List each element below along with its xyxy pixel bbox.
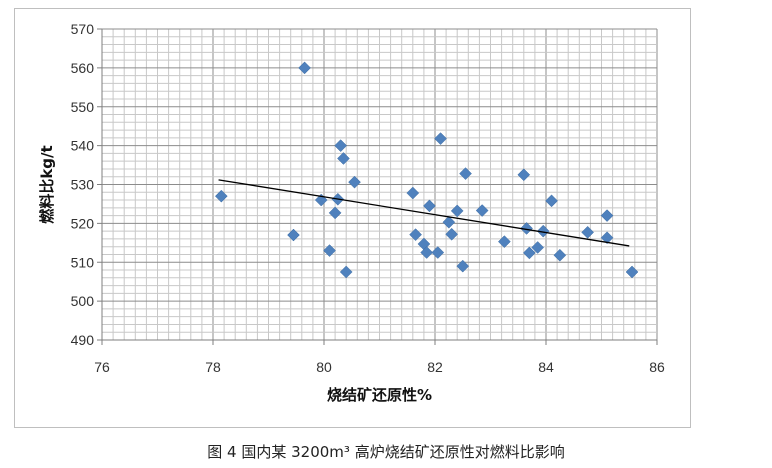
data-point bbox=[442, 215, 456, 229]
data-point bbox=[323, 244, 336, 257]
y-tick-label: 510 bbox=[71, 254, 95, 270]
data-point bbox=[545, 194, 558, 208]
y-tick-labels: 490 500 510 520 530 540 550 560 570 bbox=[71, 21, 95, 348]
x-tick-label: 76 bbox=[94, 359, 110, 375]
data-point bbox=[498, 235, 511, 248]
y-tick-label: 520 bbox=[71, 215, 95, 231]
x-tick-labels: 76 78 80 82 84 86 bbox=[94, 359, 665, 375]
data-point bbox=[298, 61, 311, 75]
x-tick-label: 82 bbox=[427, 359, 443, 375]
data-point bbox=[536, 224, 550, 238]
data-point bbox=[214, 189, 228, 203]
data-point bbox=[553, 248, 567, 262]
y-tick-label: 530 bbox=[71, 177, 95, 193]
data-point bbox=[517, 168, 531, 182]
data-point bbox=[581, 225, 594, 239]
figure-caption: 图 4 国内某 3200m³ 高炉烧结矿还原性对燃料比影响 bbox=[207, 443, 565, 461]
data-point bbox=[600, 231, 614, 245]
x-axis-title: 烧结矿还原性% bbox=[327, 386, 432, 404]
data-point bbox=[445, 227, 459, 241]
data-point bbox=[456, 259, 470, 273]
data-point bbox=[475, 204, 489, 217]
data-point bbox=[531, 241, 545, 254]
x-tick-label: 86 bbox=[649, 359, 665, 375]
data-point bbox=[520, 222, 533, 235]
data-point bbox=[423, 199, 436, 213]
data-point bbox=[459, 167, 472, 180]
grid-lines bbox=[97, 28, 658, 345]
x-tick-label: 78 bbox=[205, 359, 221, 375]
y-tick-label: 500 bbox=[71, 293, 95, 309]
data-point bbox=[406, 186, 420, 200]
trendline bbox=[218, 179, 630, 247]
data-point bbox=[625, 265, 639, 279]
y-tick-label: 540 bbox=[71, 138, 95, 154]
data-point bbox=[409, 228, 422, 242]
data-point bbox=[434, 132, 447, 145]
data-point bbox=[334, 139, 348, 152]
data-point bbox=[339, 265, 353, 279]
scatter-chart: 76 78 80 82 84 86 490 500 510 520 530 540 550 560 570… bbox=[38, 21, 665, 404]
y-tick-label: 560 bbox=[71, 60, 95, 76]
y-tick-label: 550 bbox=[71, 99, 95, 115]
data-points bbox=[214, 61, 639, 279]
data-point bbox=[287, 228, 300, 242]
data-point bbox=[328, 206, 342, 220]
x-tick-label: 84 bbox=[538, 359, 554, 375]
chart-frame bbox=[14, 8, 691, 428]
data-point bbox=[348, 175, 361, 189]
data-point bbox=[450, 204, 464, 218]
x-tick-label: 80 bbox=[316, 359, 332, 375]
data-point bbox=[420, 246, 434, 259]
data-point bbox=[431, 246, 445, 259]
y-axis-title: 燃料比kg/t bbox=[38, 145, 56, 223]
y-tick-label: 490 bbox=[71, 332, 95, 348]
data-point bbox=[600, 209, 614, 222]
data-point bbox=[337, 152, 350, 165]
y-tick-label: 570 bbox=[71, 21, 95, 37]
data-point bbox=[522, 246, 536, 260]
